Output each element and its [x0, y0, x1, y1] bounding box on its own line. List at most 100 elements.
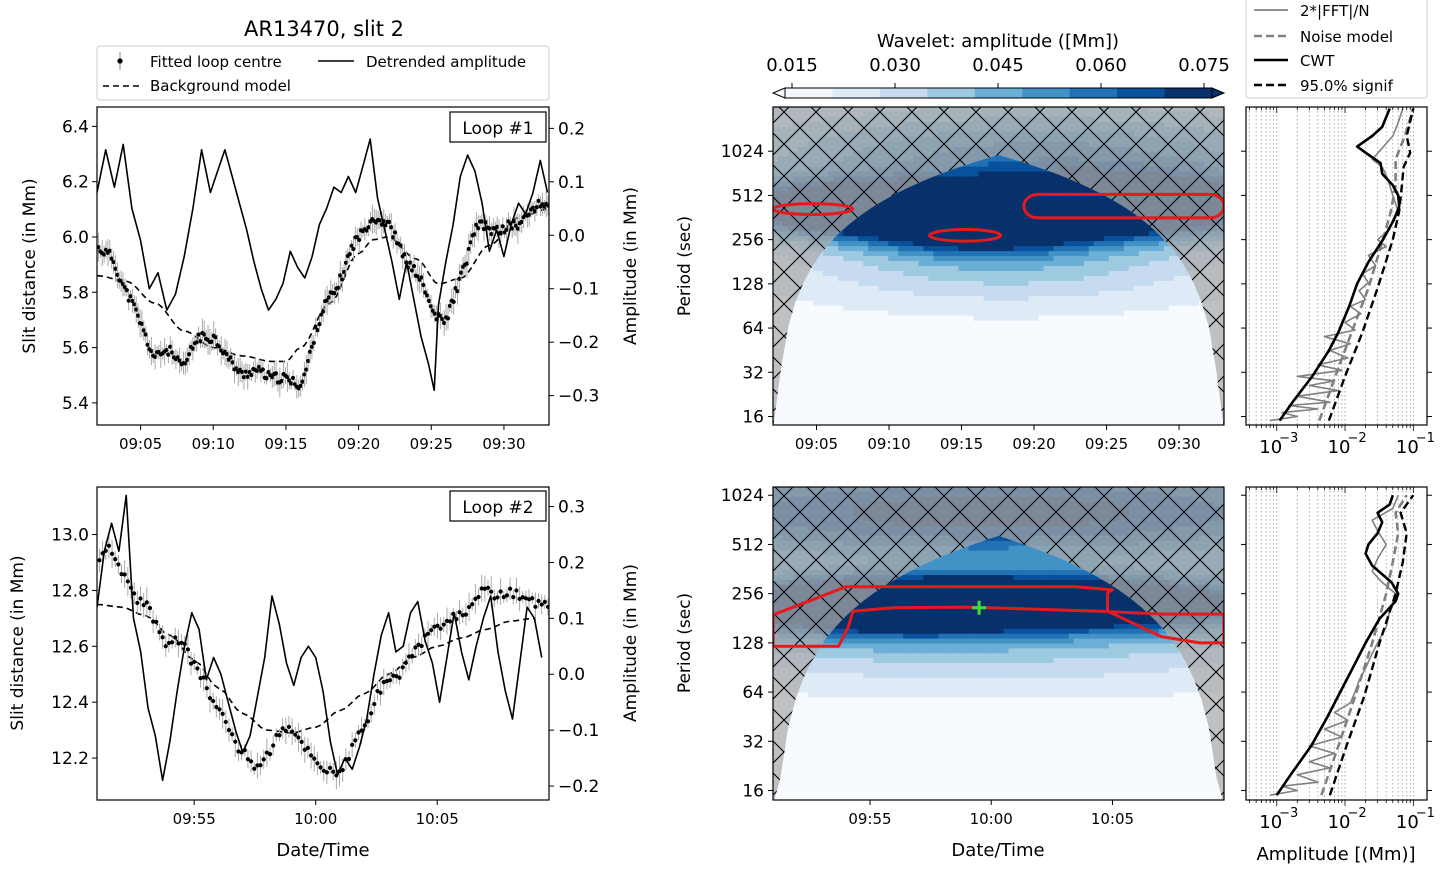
- loop1-wavelet-cell: [1033, 241, 1040, 247]
- loop1-wavelet-cell: [818, 330, 824, 337]
- loop1-wavelet-cell: [873, 275, 879, 282]
- loop1-wavelet-cell: [1143, 315, 1150, 322]
- loop1-wavelet-cell: [953, 176, 960, 183]
- loop1-wavelet-cell: [848, 295, 854, 302]
- loop1-centre-point: [504, 227, 509, 232]
- loop1-wavelet-cell: [918, 285, 924, 292]
- loop1-wavelet-cell: [1063, 211, 1070, 217]
- loop1-wavelet-cell: [818, 280, 824, 287]
- loop1-wavelet-cell: [883, 270, 889, 277]
- loop1-wavelet-cell: [863, 246, 869, 252]
- loop2-centre-point: [188, 661, 194, 666]
- loop1-wavelet-cell: [1088, 300, 1095, 307]
- loop1-wavelet-cell: [973, 305, 980, 312]
- loop1-wavelet-cell: [998, 211, 1005, 217]
- loop1-wavelet-cell: [888, 315, 894, 322]
- loop1-wavelet-cell: [1053, 181, 1060, 188]
- loop1-wavelet-cell: [898, 251, 904, 257]
- loop1-wavelet-cell: [1133, 295, 1140, 302]
- loop1-centre-point: [343, 260, 349, 265]
- loop1-centre-point: [451, 299, 456, 304]
- loop1-wavelet-cell: [923, 251, 929, 257]
- loop1-centre-point: [126, 298, 131, 303]
- loop1-wavelet-cell: [903, 186, 909, 193]
- loop1-wavelet-cell: [1203, 320, 1210, 327]
- loop1-wavelet-cell: [873, 211, 879, 217]
- loop1-wavelet-cell: [1088, 226, 1095, 232]
- loop1-wavelet-cell: [853, 290, 859, 297]
- loop1-wavelet-cell: [858, 290, 864, 297]
- loop2-centre-point: [444, 618, 450, 623]
- loop1-wavelet-cell: [1083, 261, 1090, 267]
- loop1-wavelet-cell: [888, 295, 894, 302]
- loop1-wavelet-cell: [1003, 166, 1010, 173]
- loop1-centre-point: [243, 369, 248, 374]
- colorbar-tick-label: 0.045: [972, 55, 1024, 76]
- loop1-wavelet-cell: [1078, 325, 1085, 332]
- colorbar-band: [1022, 88, 1071, 98]
- loop1-wavelet-cell: [1008, 330, 1015, 337]
- loop1-wavelet-cell: [1153, 275, 1160, 282]
- loop1-wavelet-cell: [1103, 325, 1110, 332]
- loop1-wavelet-cell: [883, 216, 889, 222]
- loop1-wavelet-cell: [1048, 251, 1055, 257]
- loop1-wavelet-cell: [1038, 186, 1045, 193]
- loop1-wavelet-cell: [843, 320, 849, 327]
- loop1-wavelet-cell: [923, 236, 929, 242]
- loop1-wavelet-cell: [913, 266, 919, 272]
- loop1-wavelet-cell: [1028, 236, 1035, 242]
- loop1-wavelet-cell: [1013, 216, 1020, 222]
- loop1-wavelet-cell: [1018, 191, 1025, 198]
- loop1-wavelet-cell: [1078, 221, 1085, 227]
- loop1-wavelet-cell: [1053, 206, 1060, 212]
- loop1-wavelet-cell: [963, 191, 970, 198]
- loop1-wavelet-cell: [908, 300, 914, 307]
- loop1-centre-point: [500, 224, 505, 229]
- loop1-wavelet-cell: [1058, 246, 1065, 252]
- loop1-wavelet-cell: [938, 295, 944, 302]
- loop1-wavelet-cell: [863, 295, 869, 302]
- loop1-wavelet-cell: [1118, 300, 1125, 307]
- loop1-wavelet-cell: [933, 261, 939, 267]
- loop1-centre-point: [442, 320, 447, 326]
- loop1-wavelet-cell: [918, 325, 924, 332]
- loop1-wavelet-cell: [1093, 266, 1100, 272]
- loop1-wavelet-cell: [913, 315, 919, 322]
- loop1-wavelet-cell: [873, 256, 879, 262]
- loop1-wavelet-cell: [923, 211, 929, 217]
- loop1-wavelet-cell: [933, 300, 939, 307]
- loop1-wavelet-cell: [988, 186, 995, 193]
- loop1-wavelet-cell: [848, 246, 854, 252]
- loop1-wavelet-cell: [988, 315, 995, 322]
- loop1-wavelet-cell: [923, 256, 929, 262]
- loop1-wavelet-cell: [1158, 310, 1165, 317]
- loop1-wavelet-cell: [863, 280, 869, 287]
- loop1-wavelet-cell: [1038, 221, 1045, 227]
- loop1-wavelet-cell: [898, 206, 904, 212]
- loop1-wavelet-cell: [868, 231, 874, 237]
- loop1-wavelet-cell: [998, 280, 1005, 287]
- loop1-wavelet-cell: [888, 221, 894, 227]
- loop1-wavelet-cell: [1098, 285, 1105, 292]
- loop2-centre-point: [511, 595, 516, 600]
- loop1-wavelet-cell: [1138, 275, 1145, 282]
- loop2-centre-point: [324, 770, 329, 775]
- loop2-centre-point: [147, 605, 153, 611]
- loop1-wavelet-cell: [948, 270, 954, 277]
- loop1-wavelet-cell: [968, 166, 975, 173]
- loop1-wavelet-cell: [858, 305, 864, 312]
- loop1-wavelet-cell: [1048, 285, 1055, 292]
- loop1-centre-point: [423, 290, 428, 295]
- loop2-centre-point: [350, 742, 355, 747]
- loop1-wavelet-cell: [958, 320, 965, 327]
- loop1-wavelet-cell: [1148, 236, 1155, 242]
- loop1-wavelet-cell: [1138, 231, 1145, 237]
- loop1-centre-point: [387, 219, 392, 225]
- loop1-wavelet-cell: [1083, 211, 1090, 217]
- loop2-centre-point: [264, 750, 269, 755]
- loop1-wavelet-cell: [953, 216, 960, 222]
- loop1-wavelet-cell: [818, 261, 824, 267]
- loop1-wavelet-cell: [1023, 216, 1030, 222]
- loop1-wavelet-cell: [888, 196, 894, 203]
- loop1-wavelet-cell: [793, 310, 799, 317]
